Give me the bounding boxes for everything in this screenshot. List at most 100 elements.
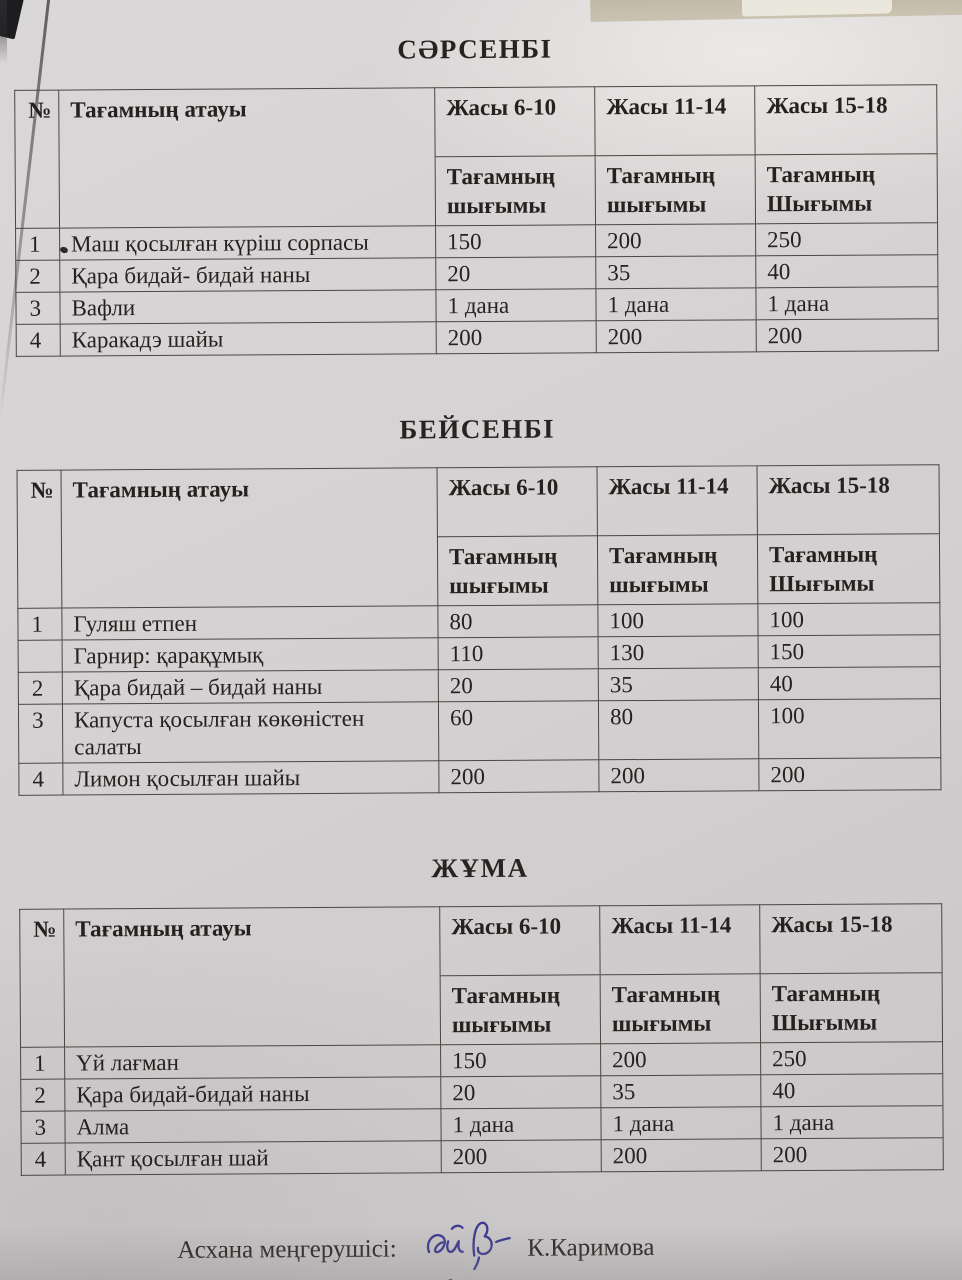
cell-dish-name: Вафли [59,289,437,324]
col-header-age-11-14: Жасы 11-14 [599,905,761,976]
cell-dish-name: Гарнир: қарақұмық [62,637,439,672]
cell-portion: 20 [438,668,599,702]
cell-portion: 1 дана [600,1106,762,1140]
cell-portion: 1 дана [755,286,939,320]
cell-dish-name: Гуляш етпен [61,605,439,640]
cell-portion: 150 [758,634,941,668]
cell-dish-name: Маш қосылған күріш сорпасы [59,225,436,260]
cell-portion: 1 дана [440,1107,602,1141]
cell-dish-name: Қара бидай- бидай наны [59,257,436,292]
cell-row-number: 4 [16,323,61,357]
col-header-age-6-10: Жасы 6-10 [439,906,601,977]
signature-row-canteen-manager: Асхана меңгерушісі: К.Каримова [177,1216,943,1280]
cell-row-number: 3 [20,1111,66,1144]
cell-portion: 200 [601,1138,762,1173]
cell-portion: 35 [600,1074,761,1108]
cell-row-number: 1 [15,227,60,260]
handwritten-signature-icon [426,1221,511,1271]
cell-portion: 200 [436,320,597,354]
subheader-portion-3: Тағамның Шығымы [757,533,940,604]
cell-portion: 200 [598,758,759,793]
cell-dish-name: Лимон қосылған шайы [62,760,439,796]
cell-portion: 100 [757,602,941,636]
cell-dish-name: Қара бидай-бидай наны [64,1076,441,1112]
photo-left-edge-shadow [0,0,7,64]
cell-dish-name: Үй лағман [64,1044,441,1079]
cell-dish-name: Каракадэ шайы [60,321,437,357]
cell-row-number: 4 [21,1143,66,1176]
cell-portion: 150 [440,1043,601,1077]
table-row: 4 Каракадэ шайы 200 200 200 [16,318,939,357]
cell-row-number: 2 [18,671,63,705]
cell-dish-name: Алма [64,1108,442,1144]
col-header-age-15-18: Жасы 15-18 [759,903,943,975]
col-header-age-6-10: Жасы 6-10 [437,466,598,537]
cell-portion: 250 [760,1041,943,1075]
cell-portion: 200 [758,757,941,792]
cell-portion: 1 дана [595,287,757,321]
cell-portion: 1 дана [435,288,597,322]
cell-portion: 100 [597,603,759,637]
col-header-age-11-14: Жасы 11-14 [594,85,756,156]
table-row: 4 Лимон қосылған шайы 200 200 200 [18,757,941,796]
cell-portion: 60 [438,700,599,761]
col-header-num: № [14,90,60,228]
cell-portion: 40 [758,666,941,700]
menu-table-thursday: № Тағамның атауы Жасы 6-10 Жасы 11-14 Жа… [17,464,942,796]
cell-portion: 100 [758,698,941,759]
handwritten-signature-icon [429,1279,454,1280]
day-title-wednesday: СӘРСЕНБІ [397,33,553,65]
cell-portion: 80 [598,699,759,760]
signature-block: Асхана меңгерушісі: К.Каримова Әлеуметті… [177,1216,944,1280]
col-header-num: № [19,909,65,1048]
cell-portion: 35 [595,255,756,289]
table-row: 4 Қант қосылған шай 200 200 200 [21,1137,944,1176]
cell-row-number: 4 [18,763,64,796]
cell-portion: 110 [438,636,599,670]
subheader-portion-3: Тағамның Шығымы [760,972,943,1043]
cell-row-number: 2 [15,259,60,293]
cell-dish-name: Қант қосылған шай [65,1140,442,1176]
cell-portion: 200 [596,319,757,353]
cell-row-number: 3 [15,291,61,325]
menu-table-wednesday: № Тағамның атауы Жасы 6-10 Жасы 11-14 Жа… [14,84,939,357]
subheader-portion-2: Тағамның шығымы [597,534,758,605]
day-title-thursday: БЕЙСЕНБІ [399,413,556,445]
day-title-friday: ЖҰМА [431,852,529,884]
cell-portion: 20 [435,256,596,290]
menu-table-friday: № Тағамның атауы Жасы 6-10 Жасы 11-14 Жа… [19,903,944,1176]
cell-portion: 40 [760,1073,943,1107]
subheader-portion-3: Тағамның Шығымы [755,153,938,224]
cell-row-number: 3 [18,703,63,764]
cell-row-number [18,639,63,673]
cell-portion: 40 [755,254,938,288]
table-row: 3 Капуста қосылған көкөністен салаты 60 … [18,698,941,764]
cell-portion: 35 [598,667,759,701]
cell-portion: 200 [595,223,756,257]
subheader-portion-1: Тағамның шығымы [435,155,596,226]
cell-portion: 150 [435,224,596,258]
col-header-dish-name: Тағамның атауы [58,87,436,228]
cell-portion: 20 [440,1075,601,1109]
cell-portion: 200 [600,1042,761,1076]
col-header-num: № [17,470,62,608]
cell-row-number: 1 [17,607,63,640]
cell-row-number: 1 [20,1046,65,1080]
cell-portion: 200 [441,1139,602,1174]
cell-portion: 200 [756,318,939,352]
col-header-age-15-18: Жасы 15-18 [757,464,940,535]
cell-dish-name: Капуста қосылған көкөністен салаты [62,701,439,764]
cell-dish-name: Қара бидай – бидай наны [62,669,439,704]
cell-portion: 1 дана [760,1105,944,1139]
col-header-age-15-18: Жасы 15-18 [754,84,938,155]
col-header-age-6-10: Жасы 6-10 [434,86,596,157]
col-header-age-11-14: Жасы 11-14 [597,465,758,536]
cell-portion: 80 [437,604,599,638]
subheader-portion-1: Тағамның шығымы [440,975,601,1045]
subheader-portion-2: Тағамның шығымы [600,974,761,1044]
subheader-portion-1: Тағамның шығымы [437,535,598,606]
cell-row-number: 2 [20,1078,65,1112]
cell-portion: 200 [761,1137,944,1172]
